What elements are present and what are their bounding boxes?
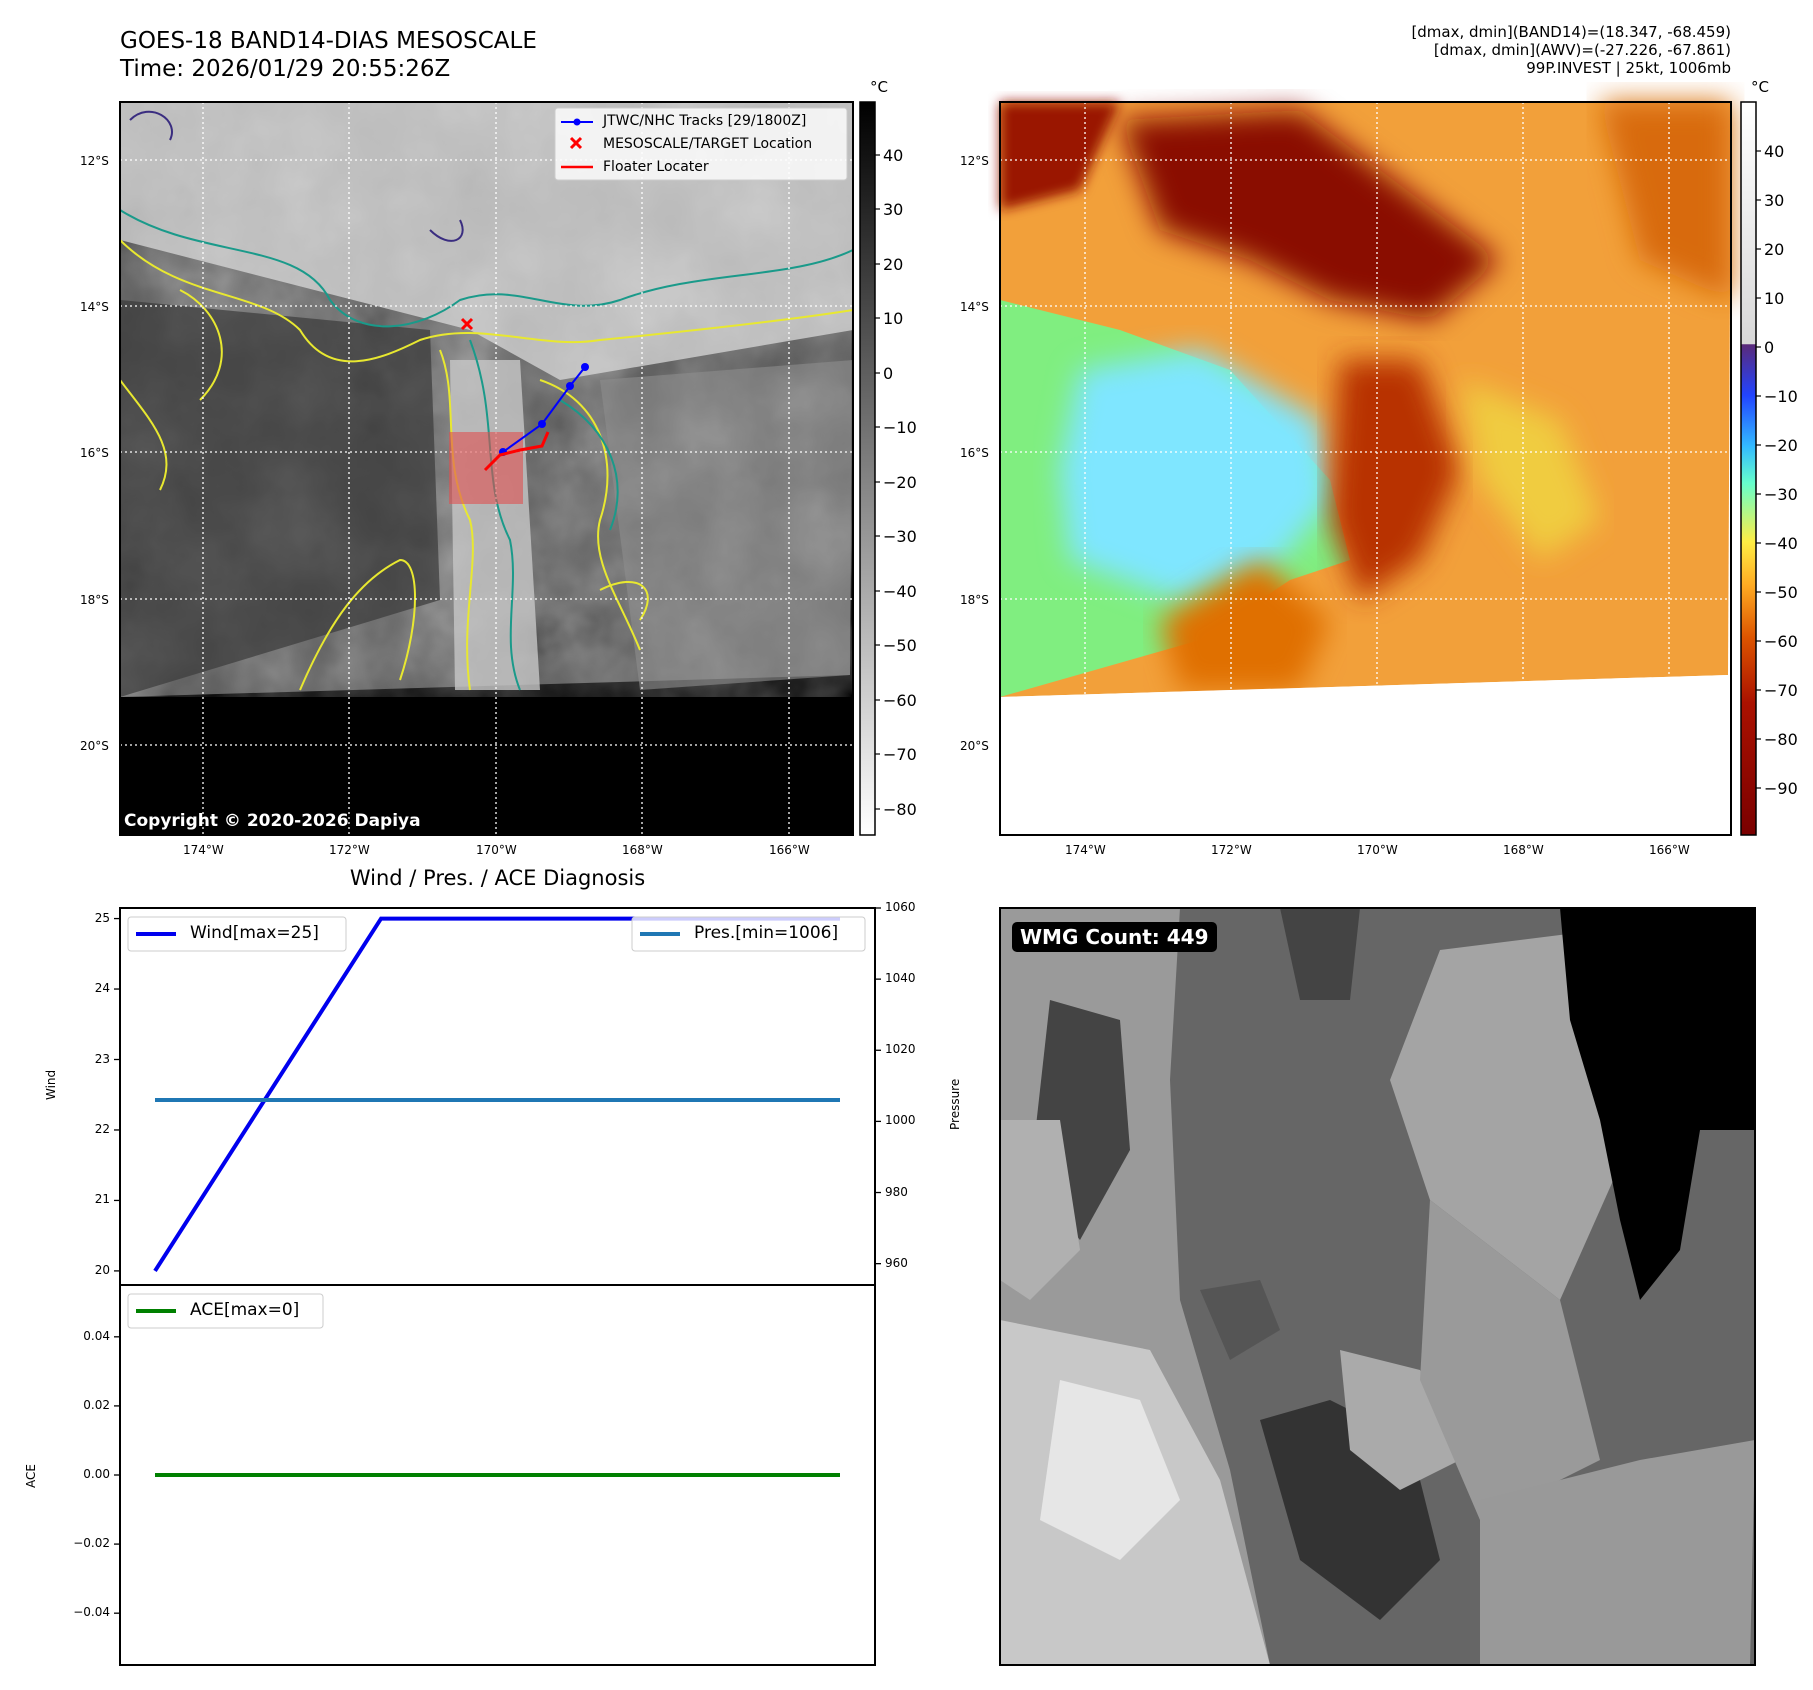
- info-storm: 99P.INVEST | 25kt, 1006mb: [1526, 59, 1731, 77]
- legend-target-label: MESOSCALE/TARGET Location: [603, 136, 813, 152]
- lat-label-16s: 16°S: [80, 446, 109, 460]
- ace-tick-label: 0.00: [83, 1467, 110, 1481]
- lat-label-20s: 20°S: [960, 739, 989, 753]
- pressure-tick-label: 1060: [885, 900, 916, 914]
- wind-tick-label: 23: [94, 1051, 110, 1066]
- lat-label-18s: 18°S: [80, 593, 109, 607]
- lon-label-174w: 174°W: [1065, 843, 1106, 857]
- lon-label-170w: 170°W: [476, 843, 517, 857]
- cb2-tick: −70: [1764, 681, 1798, 700]
- awv-satellite-image: [1000, 102, 1731, 835]
- pressure-tick-label: 980: [885, 1184, 908, 1199]
- lon-label-166w: 166°W: [1649, 843, 1690, 857]
- cb2-tick: 10: [1764, 289, 1785, 308]
- lat-label-14s: 14°S: [80, 300, 109, 314]
- cb1-tick: −30: [883, 527, 917, 546]
- lat-label-14s: 14°S: [960, 300, 989, 314]
- cb1-tick: 40: [883, 146, 904, 165]
- floater-locator: [483, 431, 550, 472]
- cb2-tick: −90: [1764, 779, 1798, 798]
- cb1-tick: −60: [883, 691, 917, 710]
- cb1-tick: −80: [883, 800, 917, 819]
- ace-tick-label: 0.02: [83, 1397, 110, 1412]
- cb2-tick: 0: [1764, 338, 1775, 357]
- wind-tick-label: 20: [94, 1262, 110, 1277]
- ace-tick-label: 0.04: [83, 1328, 110, 1343]
- cb2-tick: 20: [1764, 240, 1785, 259]
- pressure-legend: [631, 916, 866, 952]
- wind-pressure-axes: [119, 907, 876, 1286]
- wind-legend: [127, 916, 347, 952]
- ir-contours: [119, 110, 854, 691]
- cb1-tick: −50: [883, 636, 917, 655]
- ace-tick-label: −0.02: [73, 1536, 110, 1551]
- cb2-tick: −80: [1764, 730, 1798, 749]
- wind-tick-label: 21: [94, 1192, 110, 1207]
- wind-legend-label: Wind[max=25]: [190, 923, 319, 943]
- lon-label-170w: 170°W: [1357, 843, 1398, 857]
- cb2-tick: −60: [1764, 632, 1798, 651]
- legend-floater-label: Floater Locater: [603, 159, 709, 175]
- lon-label-168w: 168°W: [1503, 843, 1544, 857]
- cb1-tick: −10: [883, 418, 917, 437]
- cb1-tick: 20: [883, 255, 904, 274]
- lat-label-16s: 16°S: [960, 446, 989, 460]
- pressure-tick-label: 1040: [885, 971, 916, 986]
- figure-time: Time: 2026/01/29 20:55:26Z: [120, 56, 451, 82]
- diagnosis-chart-title: Wind / Pres. / ACE Diagnosis: [349, 866, 646, 890]
- ace-legend-label: ACE[max=0]: [190, 1300, 300, 1320]
- pressure-tick-label: 1000: [885, 1113, 916, 1128]
- map-legend: [554, 107, 848, 181]
- cb2-tick: 40: [1764, 142, 1785, 161]
- awv-colorbar: [1740, 101, 1757, 836]
- wind-tick-label: 24: [94, 981, 110, 996]
- info-awv: [dmax, dmin](AWV)=(-27.226, -67.861): [1433, 41, 1731, 59]
- lon-label-166w: 166°W: [769, 843, 810, 857]
- cb2-tick: −10: [1764, 387, 1798, 406]
- cb1-tick: −70: [883, 745, 917, 764]
- lon-label-168w: 168°W: [622, 843, 663, 857]
- target-marker: [460, 317, 474, 331]
- info-band14: [dmax, dmin](BAND14)=(18.347, -68.459): [1411, 23, 1731, 41]
- lat-label-12s: 12°S: [80, 154, 109, 168]
- cb1-tick: 10: [883, 309, 904, 328]
- copyright-text: Copyright © 2020-2026 Dapiya: [124, 811, 421, 831]
- pressure-legend-label: Pres.[min=1006]: [694, 923, 839, 943]
- lon-label-172w: 172°W: [1211, 843, 1252, 857]
- cb1-tick: 0: [883, 364, 894, 383]
- ace-tick-label: −0.04: [73, 1605, 110, 1620]
- lon-label-172w: 172°W: [329, 843, 370, 857]
- pressure-tick-label: 960: [885, 1255, 908, 1270]
- cb1-tick: 30: [883, 200, 904, 219]
- cb2-tick: −50: [1764, 583, 1798, 602]
- pressure-tick-label: 1020: [885, 1042, 916, 1057]
- cb2-tick: −40: [1764, 534, 1798, 553]
- figure-title: GOES-18 BAND14-DIAS MESOSCALE: [120, 28, 537, 54]
- lat-label-18s: 18°S: [960, 593, 989, 607]
- awv-gridlines: [1000, 102, 1731, 835]
- cb1-tick: −40: [883, 582, 917, 601]
- lon-label-174w: 174°W: [183, 843, 224, 857]
- lat-label-12s: 12°S: [960, 154, 989, 168]
- lat-label-20s: 20°S: [80, 739, 109, 753]
- cb1-tick: −20: [883, 473, 917, 492]
- legend-track-label: JTWC/NHC Tracks [29/1800Z]: [603, 113, 807, 129]
- cb2-tick: −30: [1764, 485, 1798, 504]
- cb2-tick: 30: [1764, 191, 1785, 210]
- wind-tick-label: 22: [94, 1121, 110, 1136]
- wmg-image: [1000, 908, 1755, 1665]
- ace-legend: [127, 1293, 324, 1329]
- colorbar1-unit: °C: [870, 78, 888, 96]
- colorbar2-unit: °C: [1751, 78, 1769, 96]
- wind-tick-label: 25: [94, 910, 110, 925]
- ir-colorbar: [859, 101, 876, 836]
- jtwc-track: [499, 363, 589, 456]
- cb2-tick: −20: [1764, 436, 1798, 455]
- wmg-count-badge: WMG Count: 449: [1012, 922, 1217, 952]
